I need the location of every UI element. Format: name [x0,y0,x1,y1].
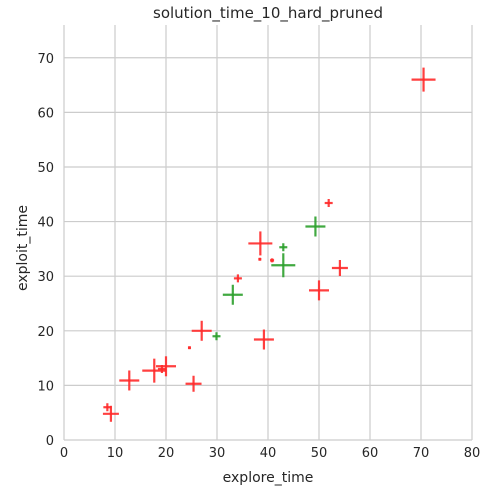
data-point [223,285,243,305]
y-tick-label: 60 [37,106,54,121]
y-tick-label: 40 [37,216,54,231]
x-tick-label: 40 [260,446,277,461]
data-point [192,321,212,341]
data-point [212,332,220,340]
y-tick-label: 20 [37,325,54,340]
data-point [309,280,329,300]
chart-title: solution_time_10_hard_pruned [153,4,383,23]
data-point [305,216,325,236]
y-tick-label: 0 [46,434,54,449]
data-point [279,243,287,251]
x-tick-label: 20 [158,446,175,461]
x-tick-label: 80 [464,446,481,461]
y-tick-label: 50 [37,161,54,176]
x-axis-label: explore_time [223,470,314,486]
data-point [234,274,242,282]
data-point [119,370,139,390]
x-tick-label: 70 [413,446,430,461]
data-point [186,376,202,392]
data-point [412,68,436,92]
data-point [270,258,274,262]
data-point [258,258,261,261]
x-tick-label: 0 [60,446,68,461]
x-tick-label: 10 [107,446,124,461]
data-markers [103,68,436,422]
data-point [332,260,348,276]
data-point [156,356,176,376]
y-tick-label: 70 [37,52,54,67]
y-tick-label: 30 [37,270,54,285]
x-tick-label: 30 [209,446,226,461]
data-point [188,346,191,349]
y-axis-label: exploit_time [15,205,31,291]
x-tick-label: 60 [362,446,379,461]
data-point [254,330,274,350]
y-tick-label: 10 [37,379,54,394]
data-point [325,199,333,207]
x-tick-label: 50 [311,446,328,461]
data-point [248,231,272,255]
data-point [271,253,295,277]
tick-labels: 0 10 20 30 40 50 60 70 80 0 10 20 30 40 50 60 70 [37,52,480,461]
grid [64,25,472,440]
